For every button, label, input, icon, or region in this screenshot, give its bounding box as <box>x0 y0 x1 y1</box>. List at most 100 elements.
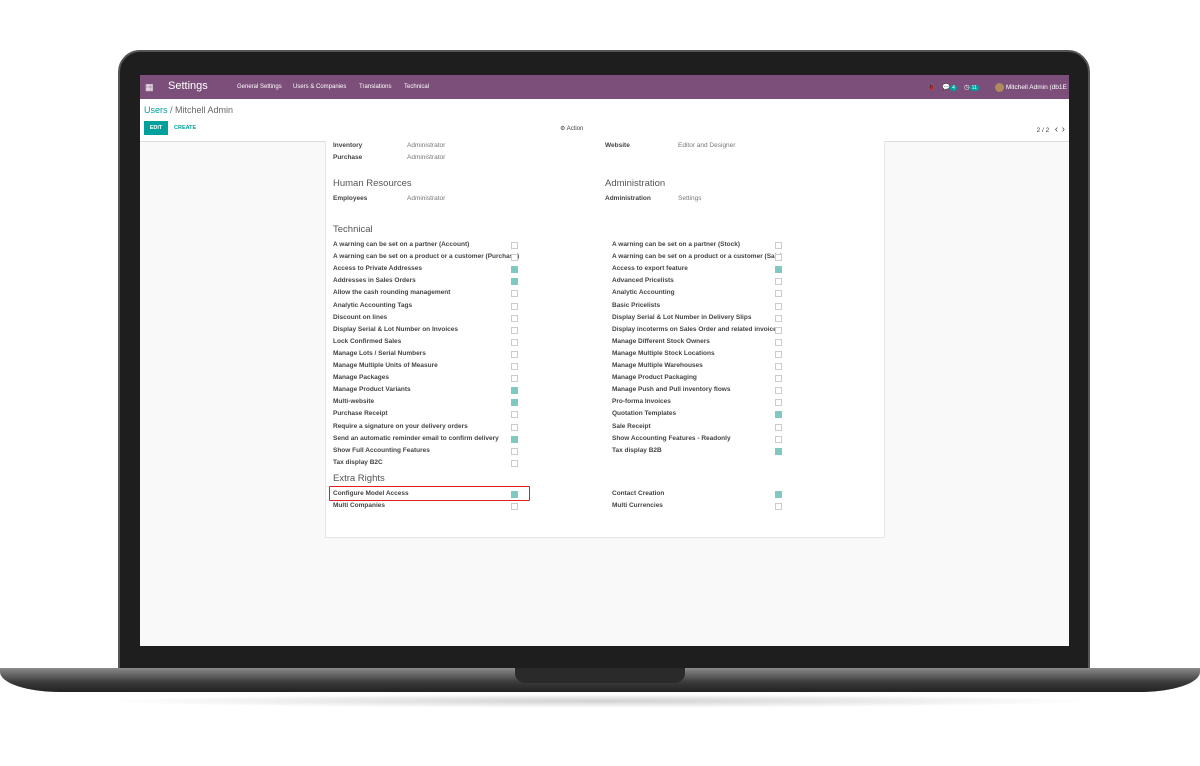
checkbox-label: Analytic Accounting <box>612 289 675 297</box>
checkbox-checked[interactable] <box>775 266 782 274</box>
top-navbar: ▦ Settings General Settings Users & Comp… <box>140 75 1069 99</box>
checkbox-unchecked[interactable] <box>775 314 782 322</box>
checkbox-checked[interactable] <box>511 387 518 395</box>
checkbox-label: Show Full Accounting Features <box>333 446 430 454</box>
checkbox-unchecked[interactable] <box>511 314 518 322</box>
user-menu[interactable]: Mitchell Admin (db1E <box>995 83 1067 92</box>
checkbox-unchecked[interactable] <box>511 338 518 346</box>
user-name: Mitchell Admin (db1E <box>1005 84 1067 92</box>
checkbox-unchecked[interactable] <box>775 338 782 346</box>
checkbox-label: A warning can be set on a partner (Stock… <box>612 241 740 248</box>
checkbox-unchecked[interactable] <box>775 254 782 262</box>
menu-users-companies[interactable]: Users & Companies <box>293 84 347 90</box>
field-value[interactable]: Administrator <box>407 142 446 149</box>
checkbox-checked[interactable] <box>511 278 518 286</box>
highlight-box <box>329 486 530 501</box>
checkbox-unchecked[interactable] <box>511 375 518 383</box>
menu-technical[interactable]: Technical <box>404 84 430 90</box>
checkbox-label: Basic Pricelists <box>612 301 661 309</box>
checkbox-label: Tax display B2B <box>612 446 662 454</box>
checkbox-label: Sale Receipt <box>612 422 651 430</box>
action-dropdown[interactable]: ⚙ Action <box>560 126 584 132</box>
checkbox-label: Configure Model Access <box>333 490 409 497</box>
checkbox-label: Multi Companies <box>333 502 386 510</box>
activities-icon[interactable]: ◷ 11 <box>964 84 979 91</box>
checkbox-label: Manage Lots / Serial Numbers <box>333 349 426 357</box>
checkbox-unchecked[interactable] <box>775 399 782 407</box>
menu-general-settings[interactable]: General Settings <box>237 84 282 90</box>
checkbox-unchecked[interactable] <box>775 242 782 249</box>
checkbox-unchecked[interactable] <box>511 242 518 249</box>
checkbox-unchecked[interactable] <box>511 302 518 310</box>
checkbox-label: Contact Creation <box>612 490 665 497</box>
checkbox-label: Display Serial & Lot Number in Delivery … <box>612 313 752 321</box>
messages-icon[interactable]: 💬 4 <box>942 84 957 91</box>
field-value[interactable]: Administrator <box>407 154 446 161</box>
checkbox-unchecked[interactable] <box>775 278 782 286</box>
checkbox-label: Tax display B2C <box>333 458 383 466</box>
control-panel: Users / Mitchell Admin EDIT CREATE ⚙ Act… <box>140 99 1069 142</box>
pager-value[interactable]: 2 / 2 <box>1036 127 1050 134</box>
checkbox-unchecked[interactable] <box>511 411 518 419</box>
checkbox-unchecked[interactable] <box>511 423 518 431</box>
checkbox-unchecked[interactable] <box>775 290 782 298</box>
checkbox-unchecked[interactable] <box>775 387 782 395</box>
checkbox-label: Multi Currencies <box>612 502 663 510</box>
checkbox-label: Manage Product Variants <box>333 386 411 394</box>
checkbox-unchecked[interactable] <box>511 290 518 298</box>
field-value[interactable]: Administrator <box>407 195 446 202</box>
checkbox-label: Manage Product Packaging <box>612 374 697 382</box>
checkbox-checked[interactable] <box>775 411 782 419</box>
section-extra-rights: Extra Rights <box>333 473 385 484</box>
checkbox-label: Lock Confirmed Sales <box>333 337 402 345</box>
checkbox-unchecked[interactable] <box>775 435 782 443</box>
menu-translations[interactable]: Translations <box>359 84 392 90</box>
checkbox-label: Access to Private Addresses <box>333 265 423 273</box>
checkbox-label: Manage Multiple Units of Measure <box>333 362 438 369</box>
screen: ▦ Settings General Settings Users & Comp… <box>140 75 1069 646</box>
app-title[interactable]: Settings <box>168 80 208 92</box>
breadcrumb-users[interactable]: Users <box>144 105 168 115</box>
breadcrumb-current: Mitchell Admin <box>175 105 234 115</box>
checkbox-label: Quotation Templates <box>612 410 677 418</box>
field-label: Inventory <box>333 142 363 149</box>
checkbox-checked[interactable] <box>775 447 782 455</box>
checkbox-label: Manage Packages <box>333 374 390 382</box>
checkbox-checked[interactable] <box>775 491 782 498</box>
activities-badge: 11 <box>969 85 979 91</box>
checkbox-unchecked[interactable] <box>511 503 518 511</box>
checkbox-unchecked[interactable] <box>775 363 782 370</box>
checkbox-checked[interactable] <box>511 491 518 498</box>
checkbox-unchecked[interactable] <box>775 302 782 310</box>
edit-button[interactable]: EDIT <box>144 121 168 135</box>
checkbox-unchecked[interactable] <box>511 363 518 370</box>
checkbox-unchecked[interactable] <box>511 326 518 334</box>
checkbox-unchecked[interactable] <box>775 350 782 358</box>
prev-record-button[interactable]: ‹ <box>1054 124 1059 135</box>
field-value[interactable]: Editor and Designer <box>678 142 736 149</box>
next-record-button[interactable]: › <box>1061 124 1065 135</box>
field-label: Purchase <box>333 154 363 161</box>
checkbox-unchecked[interactable] <box>511 459 518 467</box>
checkbox-checked[interactable] <box>511 399 518 407</box>
create-button[interactable]: CREATE <box>174 125 197 131</box>
breadcrumb: Users / Mitchell Admin <box>144 105 234 115</box>
checkbox-label: Display incoterms on Sales Order and rel… <box>612 325 781 333</box>
checkbox-unchecked[interactable] <box>511 254 518 262</box>
field-value[interactable]: Settings <box>678 195 702 202</box>
checkbox-checked[interactable] <box>511 266 518 274</box>
checkbox-unchecked[interactable] <box>775 423 782 431</box>
checkbox-label: Discount on lines <box>333 313 388 321</box>
field-label: Website <box>605 142 630 149</box>
checkbox-label: Purchase Receipt <box>333 410 388 418</box>
checkbox-unchecked[interactable] <box>775 326 782 334</box>
checkbox-unchecked[interactable] <box>511 447 518 455</box>
checkbox-checked[interactable] <box>511 435 518 443</box>
debug-icon[interactable]: 🐞 <box>927 84 936 91</box>
apps-menu-icon[interactable]: ▦ <box>145 82 154 92</box>
checkbox-unchecked[interactable] <box>775 503 782 511</box>
checkbox-unchecked[interactable] <box>775 375 782 383</box>
checkbox-unchecked[interactable] <box>511 350 518 358</box>
checkbox-label: Show Accounting Features - Readonly <box>612 434 731 442</box>
pager: 2 / 2 ‹ › <box>1037 124 1065 135</box>
